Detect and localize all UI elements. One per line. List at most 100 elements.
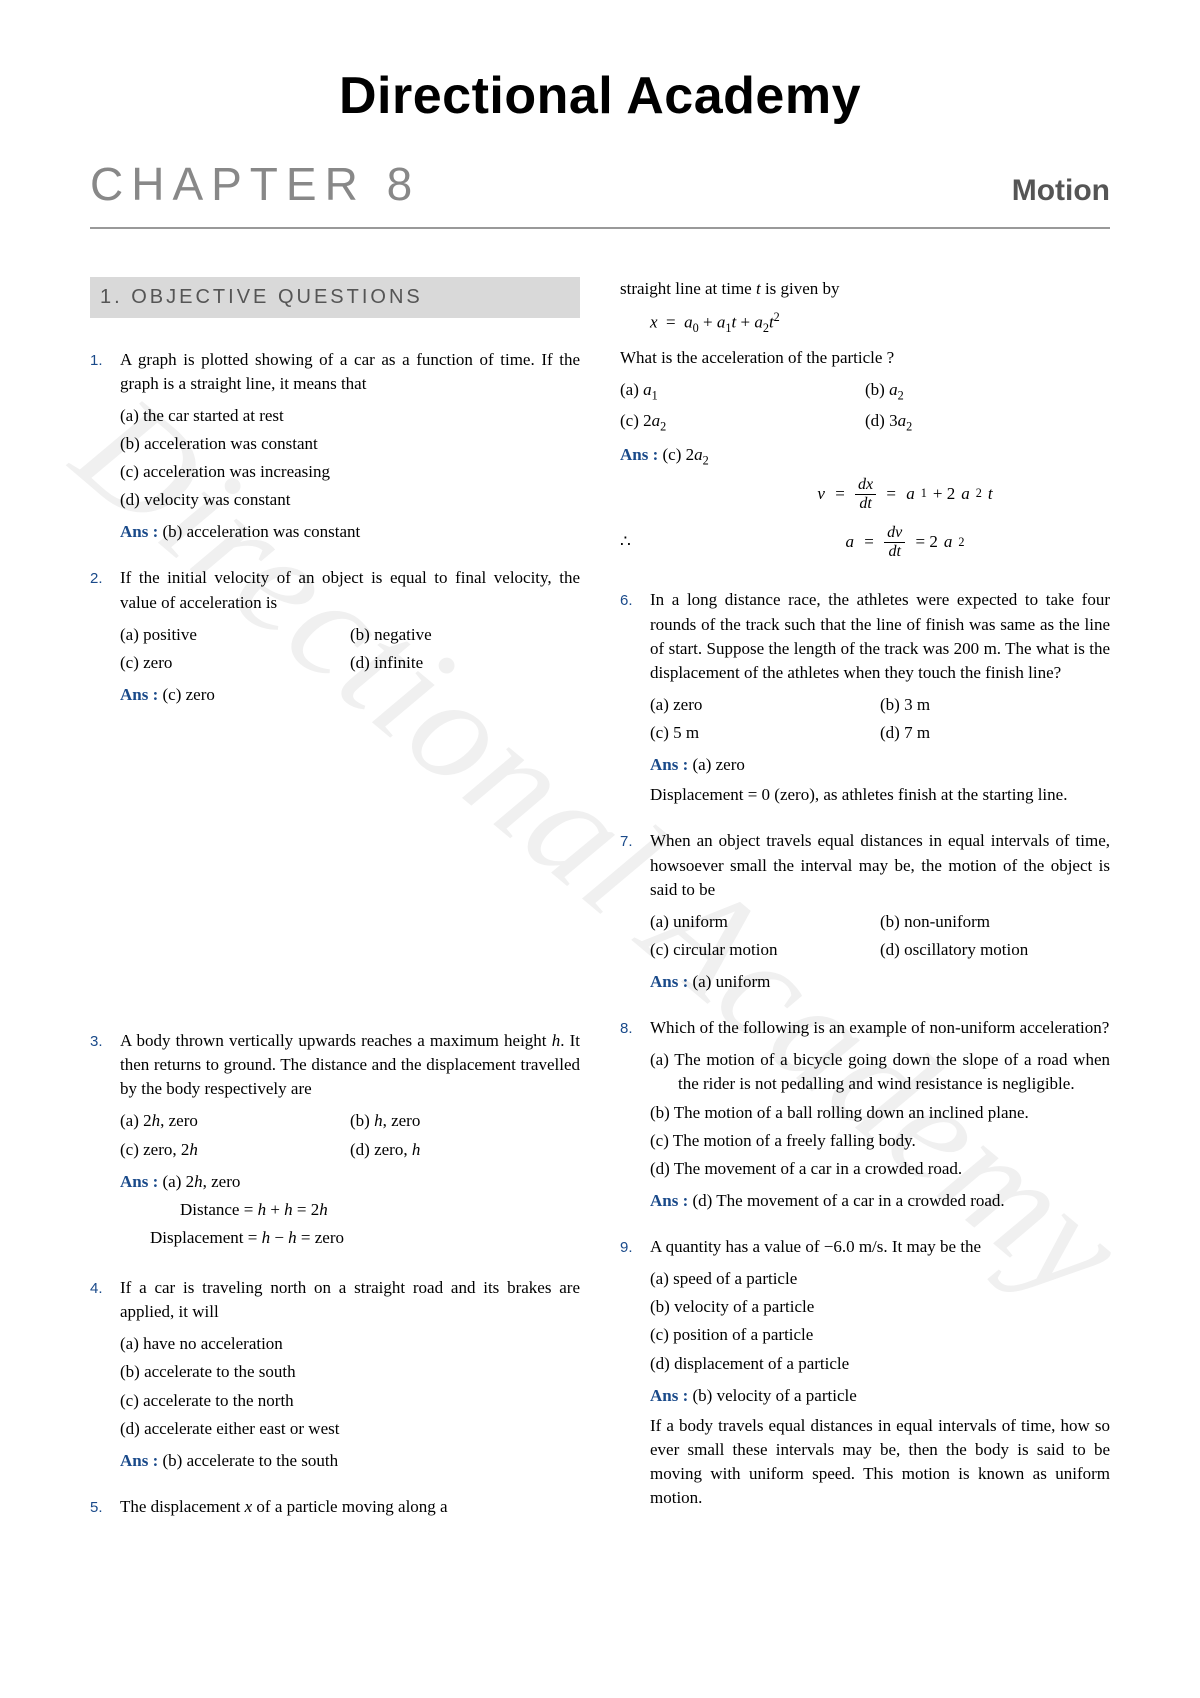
question-text: If the initial velocity of an object is … bbox=[120, 566, 580, 614]
answer-label: Ans : bbox=[120, 522, 163, 541]
answer: Ans : (b) accelerate to the south bbox=[120, 1449, 580, 1473]
question-number: 1. bbox=[90, 348, 120, 545]
question-6: 6. In a long distance race, the athletes… bbox=[620, 588, 1110, 807]
chapter-name: Motion bbox=[1012, 170, 1110, 213]
explanation: Displacement = 0 (zero), as athletes fin… bbox=[650, 783, 1110, 807]
question-number: 4. bbox=[90, 1276, 120, 1473]
answer-text: (d) The movement of a car in a crowded r… bbox=[693, 1191, 1005, 1210]
chapter-header: CHAPTER 8 Motion bbox=[90, 152, 1110, 229]
answer: Ans : (c) zero bbox=[120, 683, 580, 707]
two-column-layout: 1. OBJECTIVE QUESTIONS 1. A graph is plo… bbox=[90, 277, 1110, 1532]
answer-text: (c) zero bbox=[163, 685, 215, 704]
question-4: 4. If a car is traveling north on a stra… bbox=[90, 1276, 580, 1473]
answer-label: Ans : bbox=[650, 972, 693, 991]
answer: Ans : (a) zero bbox=[650, 753, 1110, 777]
answer-label: Ans : bbox=[120, 1172, 163, 1191]
right-column: straight line at time t is given by x = … bbox=[620, 277, 1110, 1532]
section-title: OBJECTIVE QUESTIONS bbox=[131, 286, 422, 308]
question-5-continued: straight line at time t is given by x = … bbox=[620, 277, 1110, 566]
answer: Ans : (d) The movement of a car in a cro… bbox=[650, 1189, 1110, 1213]
option-c: (c) The motion of a freely falling body. bbox=[650, 1129, 1110, 1153]
question-number: 9. bbox=[620, 1235, 650, 1510]
question-number: 6. bbox=[620, 588, 650, 807]
question-9: 9. A quantity has a value of −6.0 m/s. I… bbox=[620, 1235, 1110, 1510]
option-d: (d) accelerate either east or west bbox=[120, 1417, 580, 1441]
option-d: (d) infinite bbox=[350, 651, 580, 675]
question-7: 7. When an object travels equal distance… bbox=[620, 829, 1110, 994]
option-a: (a) uniform bbox=[650, 910, 880, 934]
option-c: (c) acceleration was increasing bbox=[120, 460, 580, 484]
option-b: (b) negative bbox=[350, 623, 580, 647]
answer-text: (a) uniform bbox=[693, 972, 771, 991]
answer-text: (b) acceleration was constant bbox=[163, 522, 361, 541]
question-number: 7. bbox=[620, 829, 650, 994]
question-number: 8. bbox=[620, 1016, 650, 1213]
left-column: 1. OBJECTIVE QUESTIONS 1. A graph is plo… bbox=[90, 277, 580, 1532]
option-b: (b) 3 m bbox=[880, 693, 1110, 717]
option-a: (a) the car started at rest bbox=[120, 404, 580, 428]
answer-text: (b) accelerate to the south bbox=[163, 1451, 339, 1470]
answer-label: Ans : bbox=[120, 685, 163, 704]
option-c: (c) circular motion bbox=[650, 938, 880, 962]
equation-distance: Distance = h + h = 2h bbox=[120, 1198, 580, 1222]
answer-text: (a) zero bbox=[693, 755, 745, 774]
question-text: In a long distance race, the athletes we… bbox=[650, 588, 1110, 685]
question-8: 8. Which of the following is an example … bbox=[620, 1016, 1110, 1213]
answer: Ans : (b) velocity of a particle bbox=[650, 1384, 1110, 1408]
option-a: (a) have no acceleration bbox=[120, 1332, 580, 1356]
option-c: (c) accelerate to the north bbox=[120, 1389, 580, 1413]
equation-a: ∴ a = dvdt = 2a2 bbox=[620, 518, 1110, 566]
chapter-label: CHAPTER 8 bbox=[90, 152, 420, 217]
explanation: If a body travels equal distances in equ… bbox=[650, 1414, 1110, 1511]
option-a: (a) a1 bbox=[620, 378, 865, 405]
option-b: (b) non-uniform bbox=[880, 910, 1110, 934]
equation-displacement: Displacement = h − h = zero bbox=[120, 1226, 580, 1250]
option-c: (c) zero bbox=[120, 651, 350, 675]
option-d: (d) 7 m bbox=[880, 721, 1110, 745]
question-cont-text: straight line at time t is given by bbox=[620, 277, 1110, 301]
question-5: 5. The displacement x of a particle movi… bbox=[90, 1495, 580, 1519]
question-cont2: What is the acceleration of the particle… bbox=[620, 346, 1110, 370]
option-a: (a) 2h, zero bbox=[120, 1109, 350, 1133]
option-d: (d) displacement of a particle bbox=[650, 1352, 1110, 1376]
answer: Ans : (a) uniform bbox=[650, 970, 1110, 994]
question-text: Which of the following is an example of … bbox=[650, 1016, 1110, 1040]
option-d: (d) oscillatory motion bbox=[880, 938, 1110, 962]
option-a: (a) positive bbox=[120, 623, 350, 647]
page-content: Directional Academy CHAPTER 8 Motion 1. … bbox=[90, 60, 1110, 1532]
option-b: (b) a2 bbox=[865, 378, 1110, 405]
question-text: When an object travels equal distances i… bbox=[650, 829, 1110, 901]
question-text: A quantity has a value of −6.0 m/s. It m… bbox=[650, 1235, 1110, 1259]
option-b: (b) h, zero bbox=[350, 1109, 580, 1133]
equation-v: v = dxdt = a1 + 2a2t bbox=[620, 476, 1110, 512]
option-b: (b) acceleration was constant bbox=[120, 432, 580, 456]
option-a: (a) speed of a particle bbox=[650, 1267, 1110, 1291]
answer-label: Ans : bbox=[650, 1191, 693, 1210]
answer-label: Ans : bbox=[650, 1386, 693, 1405]
answer: Ans : (b) acceleration was constant bbox=[120, 520, 580, 544]
option-a: (a) The motion of a bicycle going down t… bbox=[650, 1048, 1110, 1096]
question-number: 2. bbox=[90, 566, 120, 707]
option-c: (c) 5 m bbox=[650, 721, 880, 745]
section-number: 1. bbox=[100, 286, 123, 308]
equation-x: x = a0 + a1t + a2t2 bbox=[620, 309, 1110, 337]
option-b: (b) The motion of a ball rolling down an… bbox=[650, 1101, 1110, 1125]
option-d: (d) 3a2 bbox=[865, 409, 1110, 436]
option-d: (d) The movement of a car in a crowded r… bbox=[650, 1157, 1110, 1181]
answer-label: Ans : bbox=[650, 755, 693, 774]
option-a: (a) zero bbox=[650, 693, 880, 717]
question-text: If a car is traveling north on a straigh… bbox=[120, 1276, 580, 1324]
option-c: (c) 2a2 bbox=[620, 409, 865, 436]
vertical-spacer bbox=[90, 729, 580, 1029]
main-title: Directional Academy bbox=[90, 60, 1110, 134]
question-number: 3. bbox=[90, 1029, 120, 1254]
option-d: (d) zero, h bbox=[350, 1138, 580, 1162]
section-heading: 1. OBJECTIVE QUESTIONS bbox=[90, 277, 580, 317]
answer-label: Ans : bbox=[620, 445, 663, 464]
option-c: (c) position of a particle bbox=[650, 1323, 1110, 1347]
question-text: A body thrown vertically upwards reaches… bbox=[120, 1029, 580, 1101]
question-2: 2. If the initial velocity of an object … bbox=[90, 566, 580, 707]
answer-text: (b) velocity of a particle bbox=[693, 1386, 857, 1405]
question-3: 3. A body thrown vertically upwards reac… bbox=[90, 1029, 580, 1254]
question-1: 1. A graph is plotted showing of a car a… bbox=[90, 348, 580, 545]
